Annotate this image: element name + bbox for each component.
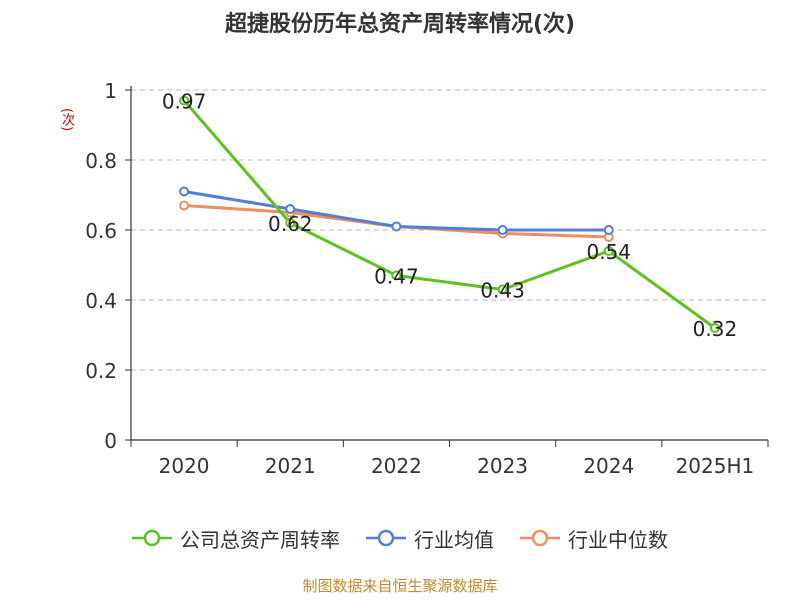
data-label: 0.97 (162, 90, 207, 114)
data-point-1 (391, 221, 402, 232)
source-note: 制图数据来自恒生聚源数据库 (302, 577, 498, 595)
x-tick-label: 2025H1 (676, 454, 755, 478)
x-tick-label: 2020 (159, 454, 210, 478)
legend-swatch-mean-icon (366, 529, 406, 547)
data-point-0 (391, 270, 402, 281)
series-line-2 (183, 204, 609, 239)
data-label: 0.62 (268, 212, 313, 236)
legend-swatch-company-icon (132, 529, 172, 547)
data-point-1 (285, 204, 296, 214)
x-tick-label: 2022 (371, 454, 422, 478)
legend: 公司总资产周转率 行业均值 行业中位数 (0, 518, 800, 558)
y-tick-label: 0.6 (85, 219, 117, 243)
y-tick-label: 0.4 (85, 289, 117, 313)
data-label: 0.54 (586, 240, 631, 264)
series-line-0 (182, 99, 716, 330)
legend-label-company: 公司总资产周转率 (180, 527, 340, 552)
y-tick-label: 0 (104, 429, 117, 453)
data-point-0 (179, 95, 190, 106)
data-point-1 (603, 225, 614, 235)
data-label: 0.47 (374, 265, 419, 289)
chart-title: 超捷股份历年总资产周转率情况(次) (224, 12, 576, 37)
legend-label-industry-mean: 行业均值 (414, 527, 494, 552)
y-axis-label: (次) (59, 108, 74, 132)
y-tick-label: 0.8 (85, 149, 117, 173)
y-tick-label: 1 (104, 79, 117, 103)
x-tick-label: 2021 (265, 454, 316, 478)
y-tick-label: 0.2 (85, 359, 117, 383)
legend-item-industry-median[interactable]: 行业中位数 (520, 524, 668, 553)
legend-label-industry-median: 行业中位数 (568, 527, 668, 552)
data-point-0 (709, 323, 720, 333)
data-point-0 (497, 284, 508, 295)
legend-item-company[interactable]: 公司总资产周转率 (132, 524, 340, 553)
x-tick-label: 2024 (583, 454, 634, 478)
data-point-0 (603, 246, 614, 256)
x-tick-label: 2023 (477, 454, 528, 478)
legend-swatch-median-icon (520, 529, 560, 547)
data-label: 0.43 (480, 279, 525, 303)
data-point-2 (179, 200, 190, 211)
data-label: 0.32 (693, 317, 738, 341)
legend-item-industry-mean[interactable]: 行业均值 (366, 524, 494, 553)
data-point-1 (179, 186, 190, 197)
data-point-1 (497, 225, 508, 235)
data-point-0 (285, 218, 296, 228)
